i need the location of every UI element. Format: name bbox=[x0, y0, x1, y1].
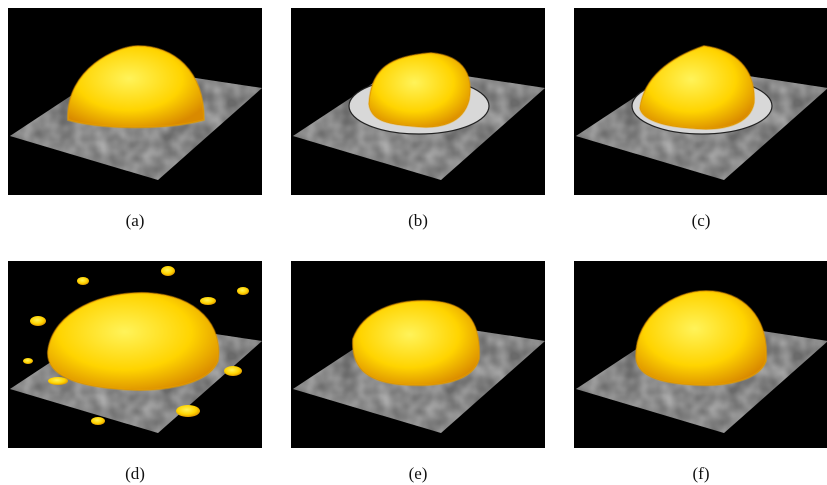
noise-blob bbox=[23, 358, 33, 364]
panel bbox=[291, 261, 545, 448]
noise-blob bbox=[77, 277, 89, 285]
panel-label: (d) bbox=[125, 464, 145, 483]
figure: (a) (b) (c) (d) (e) (f) bbox=[0, 0, 827, 485]
panel-label: (c) bbox=[692, 211, 711, 230]
panel-label: (e) bbox=[409, 464, 428, 483]
panel-label: (a) bbox=[126, 211, 145, 230]
panel-label: (b) bbox=[408, 211, 428, 230]
panel-label: (f) bbox=[693, 464, 710, 483]
noise-blob bbox=[30, 316, 46, 326]
panel bbox=[574, 261, 827, 448]
noise-blob bbox=[200, 297, 216, 305]
noise-blob bbox=[161, 266, 175, 276]
panel bbox=[291, 8, 545, 195]
panel bbox=[8, 8, 262, 195]
panel bbox=[8, 261, 262, 448]
panel bbox=[574, 8, 827, 195]
noise-blob bbox=[224, 366, 242, 376]
noise-blob bbox=[91, 417, 105, 425]
noise-blob bbox=[176, 405, 200, 417]
noise-blob bbox=[237, 287, 249, 295]
